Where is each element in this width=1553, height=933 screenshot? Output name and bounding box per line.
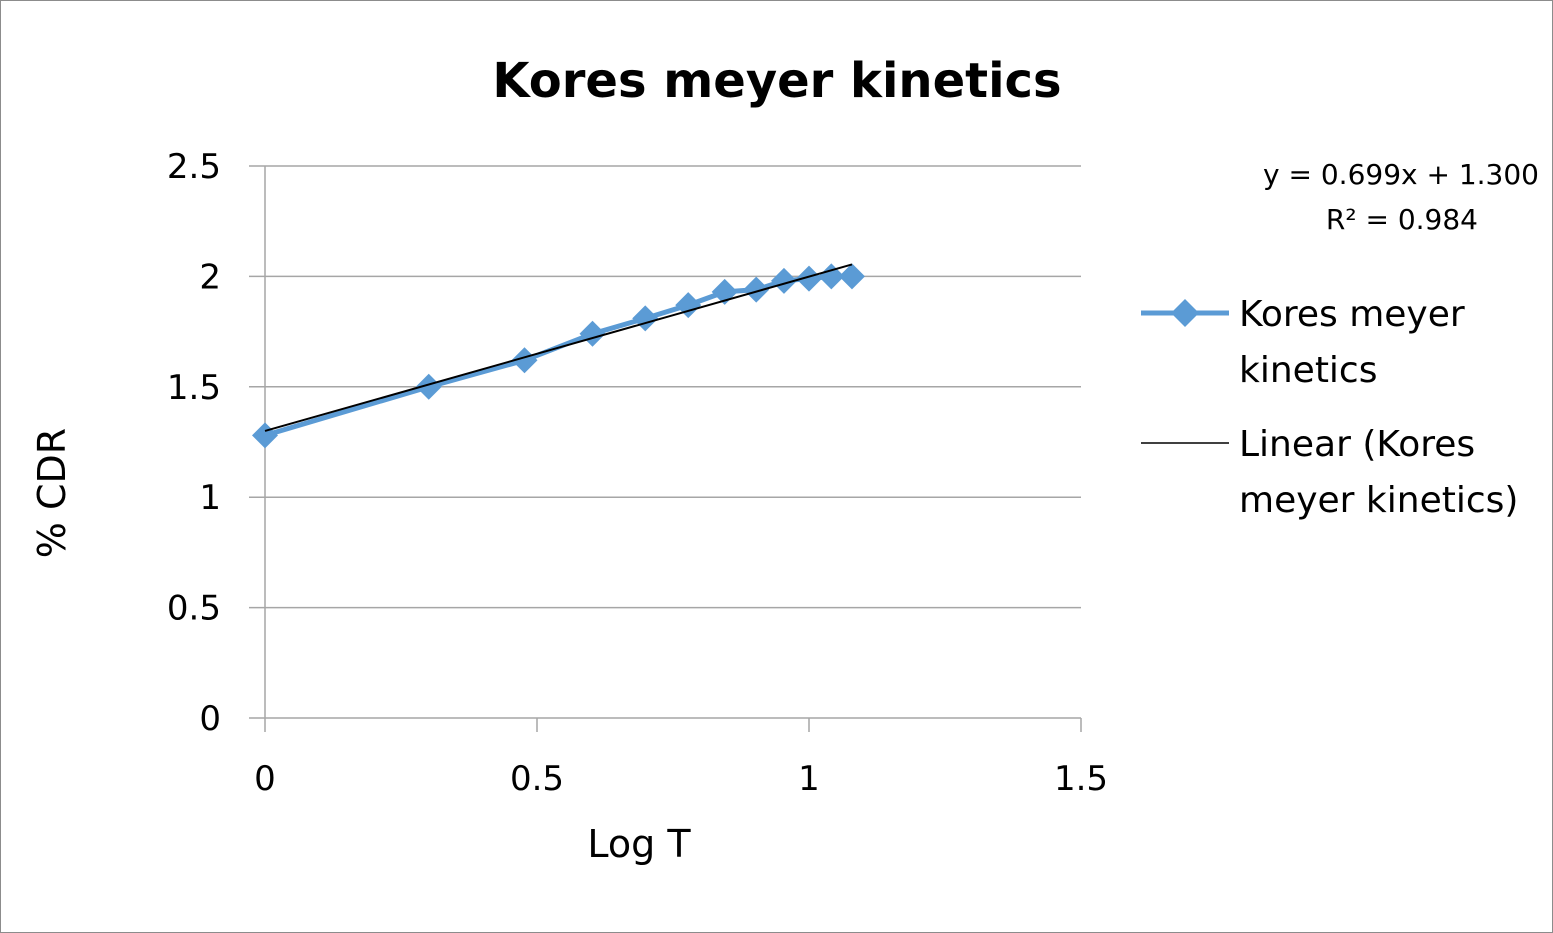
tick-labels: 0 0.5 1 1.5 2 2.5 0 0.5 1 1.5 — [167, 147, 1108, 799]
y-tick-label: 2.5 — [167, 147, 221, 187]
legend: Kores meyer kinetics Linear (Kores meyer… — [1141, 294, 1518, 521]
data-point-marker[interactable] — [838, 263, 865, 290]
x-tick-label: 1.5 — [1054, 759, 1108, 799]
x-axis-title: Log T — [587, 822, 691, 866]
data-point-marker[interactable] — [818, 263, 845, 290]
legend-trendline-label-line-1: Linear (Kores — [1239, 424, 1475, 465]
series-line — [264, 273, 852, 438]
x-tick-label: 0 — [254, 759, 276, 799]
data-point-marker[interactable] — [632, 305, 659, 332]
series-layer — [252, 263, 865, 449]
y-tick-label: 1 — [199, 478, 221, 518]
legend-series-label-line-2: kinetics — [1239, 350, 1377, 391]
y-tick-label: 1.5 — [167, 368, 221, 408]
trendline-r-squared: R² = 0.984 — [1326, 203, 1478, 236]
y-tick-label: 2 — [199, 257, 221, 297]
axes — [249, 166, 1082, 732]
data-point-marker[interactable] — [415, 373, 442, 400]
data-point-marker[interactable] — [511, 347, 538, 374]
y-tick-label: 0 — [199, 699, 221, 739]
x-tick-label: 0.5 — [510, 759, 564, 799]
data-point-marker[interactable] — [675, 292, 702, 319]
data-point-marker[interactable] — [743, 276, 770, 303]
legend-trendline-label-line-2: meyer kinetics) — [1239, 480, 1518, 521]
gridlines — [249, 165, 1081, 609]
chart-title: Kores meyer kinetics — [492, 53, 1061, 109]
trendline — [264, 263, 853, 432]
y-tick-label: 0.5 — [167, 589, 221, 629]
legend-item-trendline[interactable]: Linear (Kores meyer kinetics) — [1141, 424, 1518, 521]
x-tick-label: 1 — [798, 759, 820, 799]
trendline-equation: y = 0.699x + 1.300 — [1263, 158, 1539, 191]
legend-series-label-line-1: Kores meyer — [1239, 294, 1465, 335]
data-point-marker[interactable] — [770, 267, 797, 294]
legend-series-marker — [1171, 299, 1199, 327]
data-point-marker[interactable] — [796, 265, 822, 292]
data-point-marker[interactable] — [252, 422, 278, 449]
y-axis-title: % CDR — [30, 428, 74, 558]
data-point-marker[interactable] — [579, 320, 606, 347]
legend-item-series[interactable]: Kores meyer kinetics — [1141, 294, 1465, 391]
